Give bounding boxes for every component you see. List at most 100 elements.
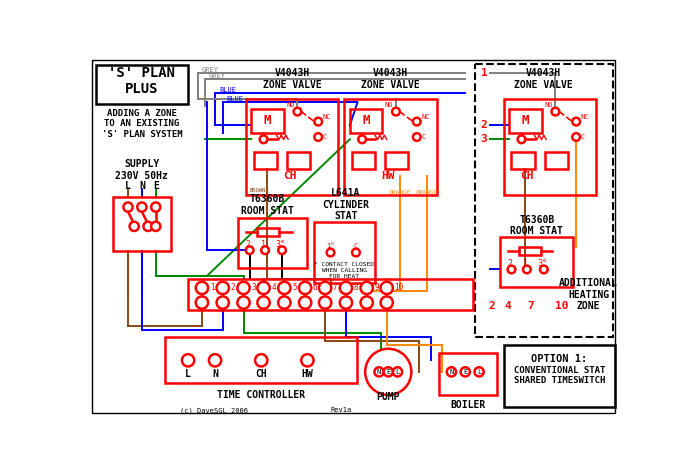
Text: (c) DaveSGL 2006: (c) DaveSGL 2006 <box>180 407 248 414</box>
Circle shape <box>393 367 402 376</box>
Bar <box>504 98 596 195</box>
Text: NC: NC <box>422 114 430 120</box>
Circle shape <box>246 246 253 254</box>
Circle shape <box>182 354 195 366</box>
Text: 3°: 3° <box>275 240 286 249</box>
Bar <box>238 218 308 268</box>
Circle shape <box>319 282 331 294</box>
Text: NC: NC <box>323 114 331 120</box>
Text: 7: 7 <box>333 284 337 292</box>
Circle shape <box>381 282 393 294</box>
Text: 4: 4 <box>504 301 511 311</box>
Text: BLUE: BLUE <box>219 87 236 93</box>
Text: C: C <box>354 243 358 249</box>
Text: 7: 7 <box>527 301 534 311</box>
Bar <box>544 153 568 169</box>
Circle shape <box>302 354 313 366</box>
Text: BROWN: BROWN <box>249 189 266 193</box>
Bar <box>519 247 541 255</box>
Circle shape <box>151 222 160 231</box>
Circle shape <box>315 118 322 125</box>
Text: M: M <box>522 114 529 127</box>
Text: T6360B
ROOM STAT: T6360B ROOM STAT <box>241 194 294 216</box>
Circle shape <box>257 296 270 309</box>
Text: 6: 6 <box>313 284 317 292</box>
Bar <box>504 345 615 407</box>
Circle shape <box>361 282 373 294</box>
Bar <box>246 98 338 195</box>
Bar <box>344 98 437 195</box>
Text: C: C <box>323 134 327 140</box>
Circle shape <box>339 282 352 294</box>
Text: N: N <box>377 369 381 375</box>
Bar <box>257 228 279 235</box>
Text: 'S' PLAN
PLUS: 'S' PLAN PLUS <box>108 66 175 96</box>
Circle shape <box>365 349 411 395</box>
Bar <box>113 197 171 251</box>
Circle shape <box>278 282 290 294</box>
Text: 1°: 1° <box>326 243 335 249</box>
Text: C: C <box>581 134 585 140</box>
Circle shape <box>209 354 221 366</box>
Text: ORANGE: ORANGE <box>415 190 438 195</box>
Text: 1: 1 <box>210 284 215 292</box>
Text: T6360B
ROOM STAT: T6360B ROOM STAT <box>511 215 563 236</box>
Text: ADDITIONAL
HEATING
ZONE: ADDITIONAL HEATING ZONE <box>559 278 618 312</box>
Text: N: N <box>139 181 145 190</box>
Circle shape <box>381 296 393 309</box>
Text: 2: 2 <box>507 259 513 268</box>
Text: 3: 3 <box>251 284 256 292</box>
Text: HW: HW <box>382 170 395 181</box>
Bar <box>352 153 375 169</box>
Text: * CONTACT CLOSED
WHEN CALLING
FOR HEAT: * CONTACT CLOSED WHEN CALLING FOR HEAT <box>315 262 375 278</box>
Text: TIME CONTROLLER: TIME CONTROLLER <box>217 390 305 400</box>
Bar <box>439 352 497 395</box>
Text: OPTION 1:: OPTION 1: <box>531 354 587 364</box>
Circle shape <box>447 367 456 376</box>
Circle shape <box>572 118 580 125</box>
Text: E: E <box>463 369 467 375</box>
Text: NO: NO <box>385 102 393 108</box>
Text: CH: CH <box>255 369 267 379</box>
Text: L: L <box>477 369 481 375</box>
Bar <box>165 337 357 383</box>
Text: 10: 10 <box>395 284 404 292</box>
Text: NC: NC <box>581 114 589 120</box>
Circle shape <box>217 296 229 309</box>
Text: 2: 2 <box>230 284 235 292</box>
Circle shape <box>319 296 331 309</box>
Circle shape <box>217 282 229 294</box>
Circle shape <box>375 367 384 376</box>
Text: V4043H
ZONE VALVE: V4043H ZONE VALVE <box>515 68 573 90</box>
Text: E: E <box>152 181 159 190</box>
Circle shape <box>299 282 311 294</box>
Circle shape <box>124 203 132 212</box>
Text: 3°: 3° <box>538 259 547 268</box>
Bar <box>500 237 573 287</box>
Bar <box>509 109 542 133</box>
Circle shape <box>352 249 359 256</box>
Circle shape <box>278 296 290 309</box>
Circle shape <box>518 135 525 143</box>
Circle shape <box>523 266 531 273</box>
Text: CH: CH <box>520 170 533 181</box>
Text: 9: 9 <box>375 284 379 292</box>
Bar <box>286 153 310 169</box>
Circle shape <box>237 282 250 294</box>
Text: ADDING A ZONE
TO AN EXISTING
'S' PLAN SYSTEM: ADDING A ZONE TO AN EXISTING 'S' PLAN SY… <box>101 109 182 139</box>
Text: BLUE: BLUE <box>226 96 244 102</box>
Circle shape <box>293 108 302 116</box>
Circle shape <box>299 296 311 309</box>
Text: 2: 2 <box>246 240 250 249</box>
Bar <box>350 109 382 133</box>
Text: 1: 1 <box>481 68 487 78</box>
Text: N: N <box>449 369 453 375</box>
Bar <box>253 153 277 169</box>
Circle shape <box>144 222 152 231</box>
Circle shape <box>551 108 559 116</box>
Bar <box>313 222 375 283</box>
Text: 8: 8 <box>353 284 358 292</box>
Circle shape <box>151 203 160 212</box>
Circle shape <box>262 246 269 254</box>
Bar <box>188 279 473 310</box>
